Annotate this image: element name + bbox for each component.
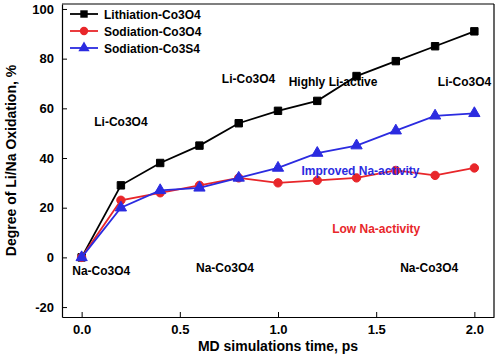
legend: Lithiation-Co3O4 Sodiation-Co3O4 Sodiation… — [70, 8, 202, 56]
series-line — [82, 113, 475, 257]
data-layer — [76, 28, 480, 262]
series-marker — [471, 28, 478, 35]
x-tick-label: 0.0 — [73, 322, 91, 337]
y-tick-label: 100 — [32, 2, 54, 17]
legend-item: Lithiation-Co3O4 — [70, 8, 201, 22]
legend-item: Sodiation-Co3O4 — [70, 25, 202, 39]
x-tick: 0.0 — [73, 312, 91, 337]
y-axis-title: Degree of Li/Na Oxidation, % — [3, 64, 19, 256]
series-marker — [431, 171, 439, 179]
y-axis: -20 0 20 40 60 80 100 — [32, 2, 67, 318]
series-marker — [470, 164, 478, 172]
plot: 0.0 0.5 1.0 1.5 2.0 -20 0 20 40 60 80 100 Lithiation… — [32, 2, 494, 338]
y-tick-label: -20 — [35, 300, 54, 315]
series-marker — [351, 139, 362, 149]
series-marker — [314, 97, 321, 104]
x-tick-mark — [278, 312, 279, 317]
series-marker — [274, 107, 281, 114]
y-tick: 100 — [32, 2, 67, 17]
annotation: Na-Co3O4 — [196, 261, 254, 275]
x-tick-label: 1.0 — [269, 322, 287, 337]
y-tick-mark — [62, 208, 67, 209]
y-tick: 80 — [40, 51, 67, 66]
series-marker — [390, 124, 401, 134]
y-axis-line — [62, 5, 63, 318]
legend-marker — [78, 41, 89, 51]
x-tick-mark — [474, 312, 475, 317]
y-tick-label: 0 — [47, 250, 54, 265]
x-tick: 0.5 — [171, 312, 189, 337]
y-tick: 20 — [40, 200, 67, 215]
annotation: Na-Co3O4 — [400, 261, 458, 275]
x-tick-mark — [82, 312, 83, 317]
series-line — [82, 168, 475, 257]
series-marker — [312, 147, 323, 157]
x-tick-mark — [180, 312, 181, 317]
x-axis-title: MD simulations time, ps — [198, 338, 358, 354]
annotations: Highly Li-active Improved Na-activity Low … — [72, 72, 491, 277]
y-tick-mark — [62, 9, 67, 10]
series-marker — [392, 57, 399, 64]
series-marker — [76, 251, 87, 261]
annotation: Li-Co3O4 — [222, 72, 276, 86]
y-tick: -20 — [35, 300, 67, 315]
x-tick-label: 2.0 — [466, 322, 484, 337]
series-marker — [117, 182, 124, 189]
y-tick-label: 80 — [40, 51, 54, 66]
series-marker — [431, 43, 438, 50]
series-marker — [233, 171, 244, 181]
x-tick-mark — [376, 312, 377, 317]
series-marker — [156, 159, 163, 166]
annotation: Na-Co3O4 — [72, 264, 130, 278]
series-line — [82, 31, 475, 257]
legend-label: Sodiation-Co3O4 — [104, 25, 202, 39]
frame — [493, 4, 494, 317]
series-marker — [155, 184, 166, 194]
x-tick: 1.0 — [269, 312, 287, 337]
series-marker — [272, 161, 283, 171]
y-tick: 40 — [40, 151, 67, 166]
annotation: Li-Co3O4 — [94, 115, 148, 129]
series-marker — [194, 181, 205, 191]
annotation: Highly Li-active — [289, 75, 378, 89]
annotation: Low Na-activity — [332, 222, 420, 236]
x-axis: 0.0 0.5 1.0 1.5 2.0 — [63, 312, 495, 337]
y-tick: 0 — [47, 250, 67, 265]
legend-label: Lithiation-Co3O4 — [104, 8, 201, 22]
x-tick: 2.0 — [466, 312, 484, 337]
frame — [62, 3, 494, 4]
x-tick-label: 0.5 — [171, 322, 189, 337]
y-tick-mark — [62, 59, 67, 60]
legend-label: Sodiation-Co3S4 — [104, 42, 200, 56]
y-tick-mark — [62, 158, 67, 159]
series-marker — [115, 201, 126, 211]
series-marker — [235, 120, 242, 127]
series-marker — [469, 107, 480, 117]
y-tick-label: 60 — [40, 101, 54, 116]
series-marker — [429, 109, 440, 119]
x-tick-label: 1.5 — [368, 322, 386, 337]
y-tick-mark — [62, 307, 67, 308]
annotation: Improved Na-activity — [301, 164, 419, 178]
x-tick: 1.5 — [368, 312, 386, 337]
y-tick-label: 20 — [40, 200, 54, 215]
annotation: Li-Co3O4 — [438, 75, 492, 89]
y-tick-mark — [62, 108, 67, 109]
y-tick-label: 40 — [40, 151, 54, 166]
y-tick: 60 — [40, 101, 67, 116]
legend-item: Sodiation-Co3S4 — [70, 41, 200, 55]
x-axis-line — [63, 317, 495, 318]
y-tick-mark — [62, 257, 67, 258]
series-marker — [274, 179, 282, 187]
chart: 0.0 0.5 1.0 1.5 2.0 -20 0 20 40 60 80 100 Lithiation… — [0, 0, 500, 355]
series-marker — [196, 142, 203, 149]
legend-marker — [80, 10, 87, 17]
legend-marker — [80, 27, 88, 35]
